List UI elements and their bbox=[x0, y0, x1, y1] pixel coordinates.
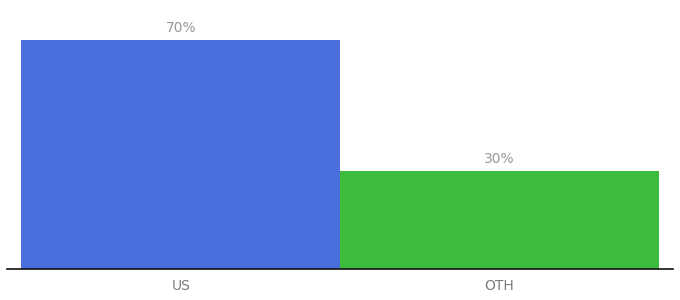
Text: 70%: 70% bbox=[165, 21, 196, 35]
Text: 30%: 30% bbox=[484, 152, 515, 166]
Bar bbox=[22, 40, 340, 269]
Bar bbox=[340, 171, 658, 269]
